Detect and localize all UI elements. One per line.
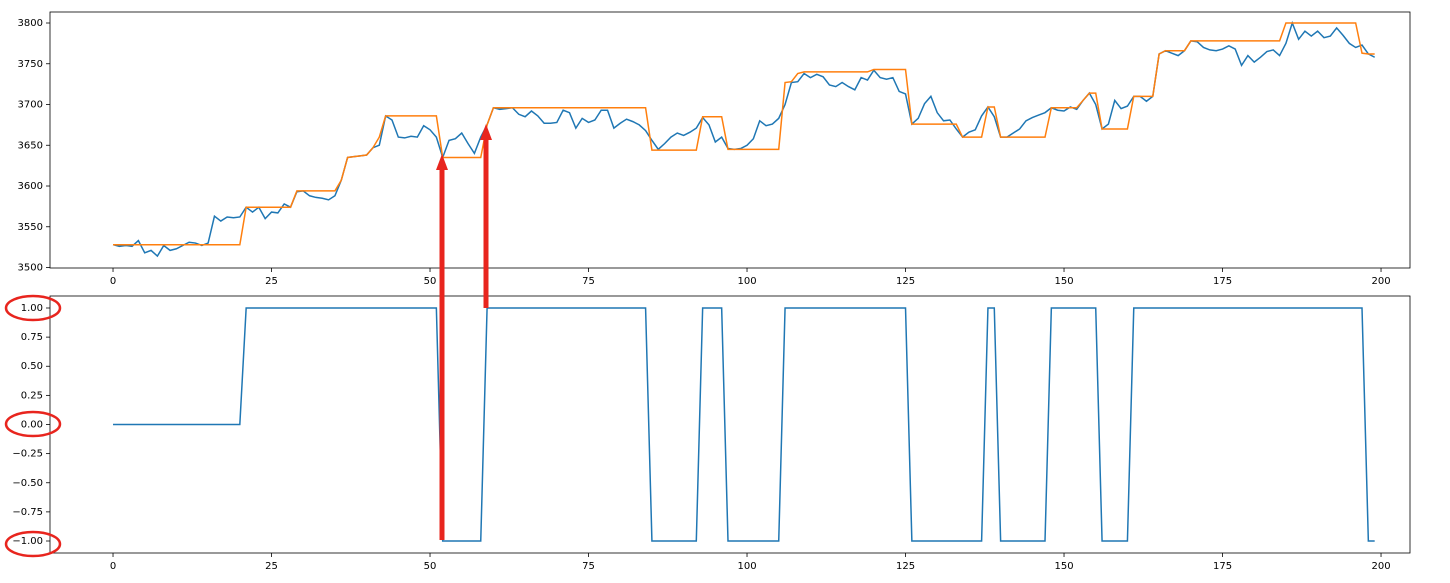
y-tick-label: −0.25	[12, 449, 43, 460]
x-tick-label: 200	[1371, 561, 1390, 572]
x-tick-label: 50	[424, 561, 437, 572]
series-line	[113, 22, 1375, 246]
highlight-circle	[4, 294, 62, 322]
series-line	[113, 307, 1375, 542]
y-tick-label: 0.75	[21, 332, 43, 343]
highlight-circle	[4, 530, 62, 558]
x-tick-label: 25	[265, 561, 278, 572]
x-tick-label: 0	[110, 561, 116, 572]
y-tick-label: 3600	[18, 181, 43, 192]
arrow-head	[436, 154, 448, 170]
y-tick-label: 0.50	[21, 361, 43, 372]
y-tick-label: 3650	[18, 140, 43, 151]
x-tick-label: 125	[896, 276, 915, 287]
y-tick-label: 3550	[18, 222, 43, 233]
y-tick-label: 3500	[18, 263, 43, 274]
x-tick-label: 25	[265, 276, 278, 287]
x-tick-label: 175	[1213, 561, 1232, 572]
x-tick-label: 0	[110, 276, 116, 287]
y-tick-label: 1.00	[21, 303, 43, 314]
plot-frame	[49, 11, 1411, 269]
y-tick-label: 3800	[18, 18, 43, 29]
x-tick-label: 125	[896, 561, 915, 572]
x-tick-label: 50	[424, 276, 437, 287]
arrow-head	[480, 124, 492, 140]
highlight-circle	[4, 410, 62, 438]
y-tick-label: 3700	[18, 100, 43, 111]
x-tick-label: 200	[1371, 276, 1390, 287]
y-tick-label: −0.50	[12, 478, 43, 489]
y-tick-label: −1.00	[12, 536, 43, 547]
x-tick-label: 175	[1213, 276, 1232, 287]
y-tick-label: 3750	[18, 59, 43, 70]
x-tick-label: 150	[1054, 276, 1073, 287]
x-tick-label: 75	[582, 276, 595, 287]
y-tick-label: 0.00	[21, 420, 43, 431]
x-tick-label: 100	[737, 276, 756, 287]
y-tick-label: −0.75	[12, 507, 43, 518]
y-tick-label: 0.25	[21, 390, 43, 401]
x-tick-label: 100	[737, 561, 756, 572]
x-tick-label: 150	[1054, 561, 1073, 572]
x-tick-label: 75	[582, 561, 595, 572]
